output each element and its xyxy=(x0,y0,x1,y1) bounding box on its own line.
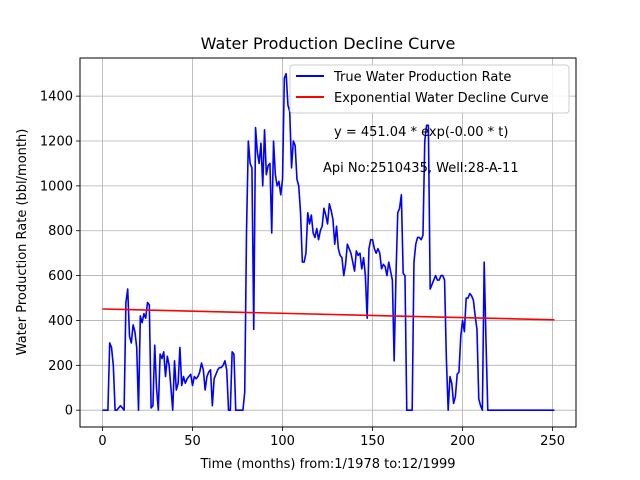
chart-title: Water Production Decline Curve xyxy=(201,34,456,53)
true-water-production-rate-line xyxy=(102,72,555,411)
x-tick-label: 100 xyxy=(270,434,295,449)
exponential-decline-curve-line xyxy=(102,308,555,321)
axes-frame xyxy=(79,57,577,428)
y-tick-label: 800 xyxy=(48,224,73,239)
y-tick-label: 200 xyxy=(48,359,73,374)
y-tick-label: 1200 xyxy=(40,134,73,149)
y-tick-label: 0 xyxy=(65,404,73,419)
y-tick-label: 600 xyxy=(48,269,73,284)
x-tick-label: 200 xyxy=(450,434,475,449)
legend-label-true-rate: True Water Production Rate xyxy=(333,70,511,85)
x-tick-label: 0 xyxy=(98,434,106,449)
x-tick-label: 150 xyxy=(360,434,385,449)
x-axis-label: Time (months) from:1/1978 to:12/1999 xyxy=(199,457,455,472)
legend-box xyxy=(289,64,570,114)
legend: True Water Production Rate Exponential W… xyxy=(289,64,570,114)
y-axis: 0 200 400 600 800 1000 1200 1400 xyxy=(40,90,80,419)
y-tick-label: 400 xyxy=(48,314,73,329)
x-axis: 0 50 100 150 200 250 xyxy=(98,427,565,449)
y-axis-label: Water Production Rate (bbl/month) xyxy=(15,129,30,356)
y-tick-label: 1000 xyxy=(40,179,73,194)
y-tick-label: 1400 xyxy=(40,90,73,105)
equation-annotation: y = 451.04 * exp(-0.00 * t) xyxy=(334,125,508,140)
series-layer xyxy=(102,72,555,411)
x-tick-label: 50 xyxy=(184,434,201,449)
well-info-annotation: Api No:2510435, Well:28-A-11 xyxy=(323,161,519,176)
legend-label-exponential-curve: Exponential Water Decline Curve xyxy=(334,91,549,106)
x-tick-label: 250 xyxy=(540,434,565,449)
